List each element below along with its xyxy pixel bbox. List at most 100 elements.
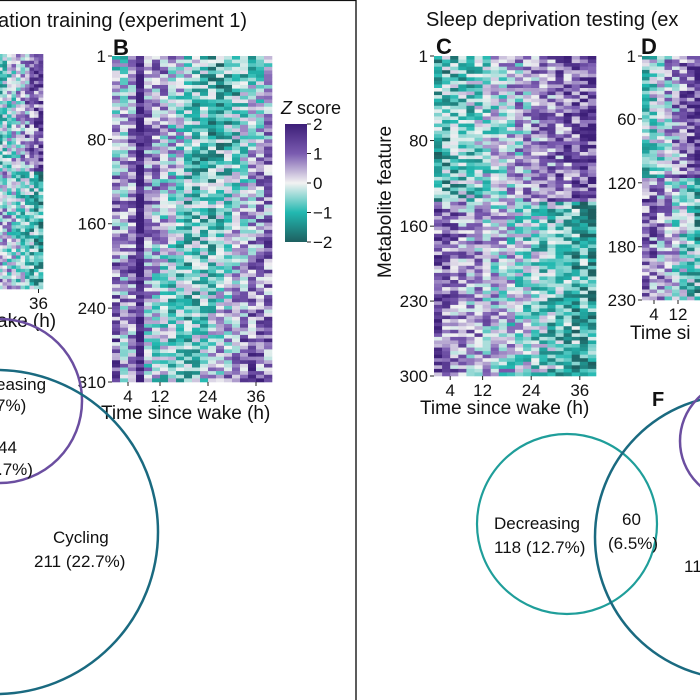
heatmap-b-cell [232, 280, 241, 285]
heatmap-b-cell [240, 157, 249, 162]
heatmap-c-cell [466, 358, 475, 363]
heatmap-c-cell [506, 333, 516, 338]
heatmap-b-cell [168, 92, 177, 97]
heatmap-a [0, 54, 44, 290]
heatmap-a-cell [34, 184, 39, 189]
heatmap-c-cell [587, 333, 597, 338]
heatmap-d-cell [687, 254, 695, 259]
heatmap-b-cell [216, 150, 225, 155]
heatmap-c-cell [442, 127, 451, 131]
heatmap-b-cell [152, 287, 161, 292]
heatmap-c-cell [434, 315, 443, 320]
heatmap-b-cell [208, 349, 217, 354]
heatmap-c-cell [555, 84, 564, 89]
heatmap-a-cell [29, 174, 35, 179]
heatmap-d-cell [672, 275, 680, 280]
heatmap-b-cell [160, 99, 169, 104]
heatmap-a-cell [20, 235, 26, 239]
heatmap-b-cell [184, 204, 193, 209]
heatmap-b-cell [240, 222, 249, 227]
heatmap-b-cell [168, 70, 177, 75]
heatmap-c-cell [450, 102, 459, 107]
heatmap-c-cell [547, 84, 556, 89]
heatmap-b-cell [264, 287, 273, 292]
heatmap-a-cell [25, 171, 30, 176]
heatmap-c-cell [523, 173, 532, 178]
heatmap-b-cell [112, 59, 121, 64]
heatmap-d-cell [679, 171, 688, 175]
heatmap-b-cell [248, 276, 257, 281]
heatmap-a-cell [11, 265, 17, 270]
heatmap-b-cell [224, 200, 233, 205]
heatmap-b-cell [184, 226, 193, 231]
heatmap-a-cell [38, 94, 44, 98]
heatmap-a-cell [20, 87, 26, 92]
heatmap-d-cell [679, 261, 688, 266]
heatmap-a-cell [20, 228, 26, 233]
heatmap-b-cell [176, 70, 185, 75]
heatmap-b-cell [232, 132, 241, 136]
heatmap-b-cell [184, 313, 193, 318]
heatmap-c-cell [458, 315, 467, 320]
heatmap-b-cell [224, 269, 233, 274]
heatmap-c-cell [498, 148, 508, 153]
heatmap-c-cell [490, 155, 500, 160]
heatmap-a-cell [7, 282, 12, 286]
heatmap-a-cell [20, 148, 26, 152]
heatmap-a-cell [20, 154, 26, 159]
heatmap-b-cell [136, 146, 145, 151]
heatmap-c-cell [450, 70, 459, 75]
heatmap-c-cell [442, 137, 451, 142]
heatmap-c-cell [571, 233, 581, 238]
heatmap-b-cell [208, 190, 217, 194]
heatmap-c-cell [547, 276, 556, 281]
heatmap-c-cell [474, 301, 483, 306]
heatmap-d-cell [672, 104, 680, 109]
heatmap-b-cell [152, 233, 161, 238]
heatmap-b-cell [240, 164, 249, 169]
heatmap-c-cell [490, 88, 500, 92]
heatmap-c-cell [482, 280, 491, 284]
heatmap-c-cell [515, 358, 524, 363]
heatmap-c-cell [547, 240, 556, 245]
heatmap-a-cell [20, 134, 26, 139]
heatmap-c-cell [458, 319, 467, 323]
heatmap-c-cell [498, 102, 508, 107]
heatmap-b-cell [160, 360, 169, 365]
heatmap-b-cell [200, 135, 209, 140]
heatmap-c-cell [474, 166, 483, 171]
heatmap-b-cell [112, 371, 121, 376]
heatmap-d-ytick-label: 120 [608, 174, 636, 193]
heatmap-c-cell [498, 80, 508, 85]
heatmap-d-cell [642, 198, 650, 203]
heatmap-a-cell [38, 268, 44, 273]
heatmap-b-cell [224, 92, 233, 97]
heatmap-c-cell [579, 120, 589, 124]
heatmap-a-cell [38, 137, 44, 142]
heatmap-b-cell [240, 190, 249, 194]
heatmap-a-cell [2, 148, 8, 152]
heatmap-b-cell [184, 262, 193, 267]
heatmap-b-cell [256, 324, 265, 328]
heatmap-c-cell [474, 294, 483, 299]
heatmap-c-cell [547, 66, 556, 71]
heatmap-c-cell [579, 205, 589, 210]
heatmap-a-cell [25, 121, 30, 125]
heatmap-a-cell [2, 268, 8, 273]
heatmap-c-cell [506, 326, 516, 331]
heatmap-a-cell [0, 285, 3, 290]
heatmap-c-cell [474, 351, 483, 355]
heatmap-b-cell [192, 186, 201, 191]
heatmap-c-cell [450, 191, 459, 195]
heatmap-c-cell [571, 187, 581, 192]
heatmap-c-cell [539, 290, 548, 295]
heatmap-d-cell [694, 188, 700, 193]
heatmap-c-cell [539, 216, 548, 220]
heatmap-c-cell [466, 63, 475, 67]
heatmap-c-cell [563, 251, 572, 256]
heatmap-a-cell [20, 205, 26, 209]
heatmap-b-cell [144, 84, 153, 89]
heatmap-c-cell [579, 294, 589, 299]
heatmap-a-cell [25, 134, 30, 139]
heatmap-b-cell [216, 92, 225, 97]
